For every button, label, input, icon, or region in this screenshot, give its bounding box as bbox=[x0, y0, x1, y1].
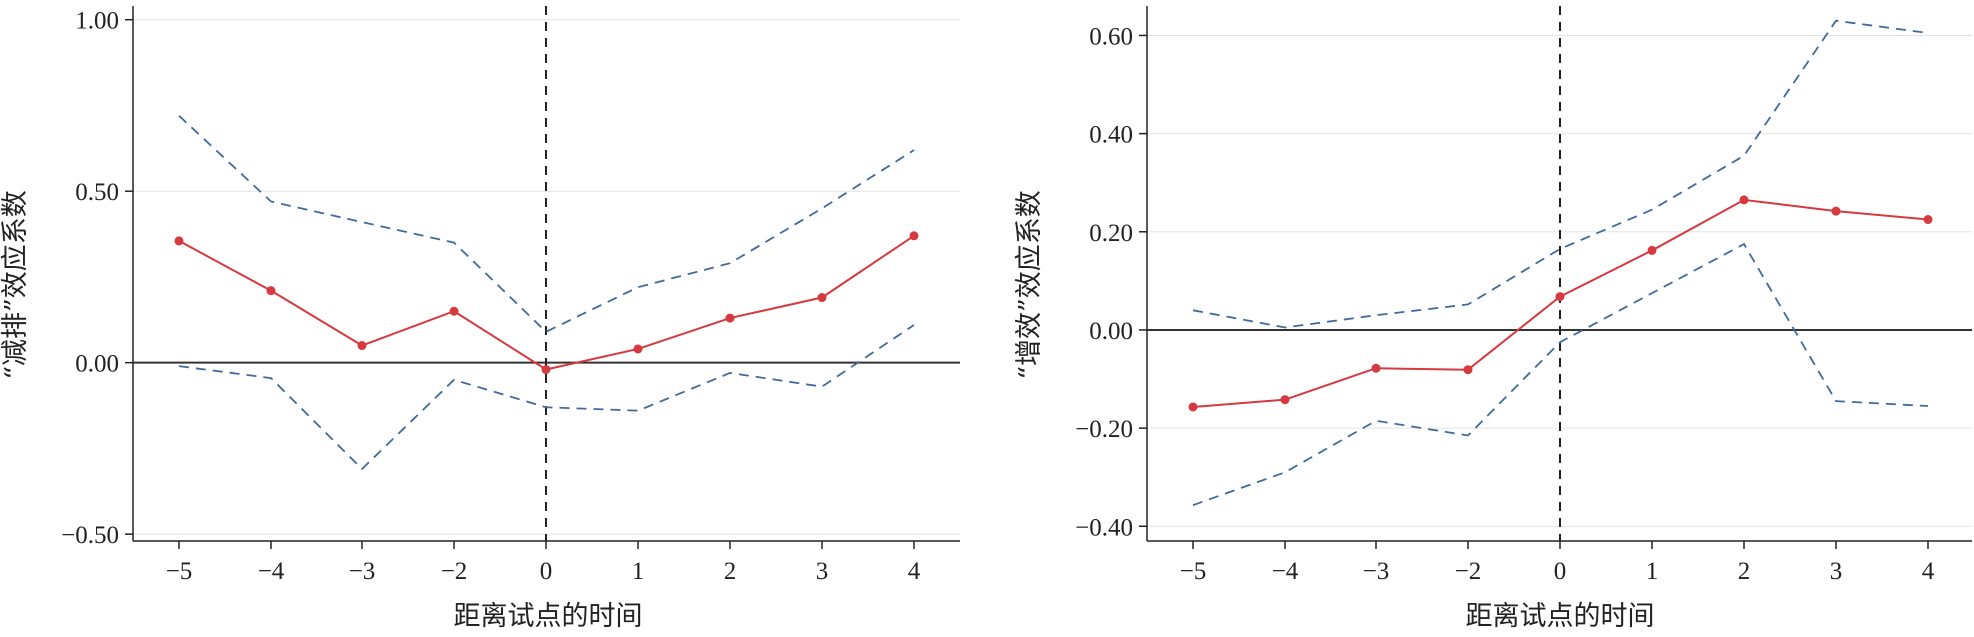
xlabel: 距离试点的时间 bbox=[1466, 601, 1655, 632]
estimate-point bbox=[1280, 395, 1290, 405]
estimate-point bbox=[633, 344, 643, 354]
lower-bound-line bbox=[1192, 242, 1929, 507]
panel-efficiency-gain: “增效”效应系数 距离试点的时间 −0.40 −0.20 0.00 0.20 0.40 0… bbox=[1014, 6, 1972, 632]
estimate-point bbox=[1831, 206, 1841, 216]
ylabel: “增效”效应系数 bbox=[1014, 190, 1045, 380]
y-tick-label: 0.00 bbox=[1089, 318, 1133, 345]
upper-bound-line bbox=[1192, 19, 1929, 329]
y-tick-label: 1.00 bbox=[75, 8, 119, 35]
x-tick-label: −2 bbox=[441, 558, 468, 585]
y-tick-label: 0.50 bbox=[75, 179, 119, 206]
y-tick-label: −0.50 bbox=[61, 522, 119, 549]
x-tick-label: −2 bbox=[1455, 558, 1482, 585]
estimate-point bbox=[357, 341, 367, 351]
estimate-point bbox=[1555, 292, 1565, 302]
x-tick-label: −4 bbox=[1272, 558, 1299, 585]
y-tick-label: 0.60 bbox=[1089, 23, 1133, 50]
x-tick-label: 4 bbox=[908, 558, 921, 585]
estimate-point bbox=[1739, 195, 1749, 205]
y-tick-label: 0.00 bbox=[75, 351, 119, 378]
estimate-point bbox=[1371, 363, 1381, 373]
y-tick-label: −0.40 bbox=[1075, 514, 1133, 541]
x-tick-label: 1 bbox=[632, 558, 645, 585]
x-tick-label: −4 bbox=[258, 558, 285, 585]
x-tick-label: 2 bbox=[724, 558, 737, 585]
estimate-point bbox=[266, 286, 276, 296]
x-tick-label: 3 bbox=[816, 558, 829, 585]
x-tick-label: 0 bbox=[1554, 558, 1567, 585]
estimate-point bbox=[449, 306, 459, 316]
y-tick-label: 0.40 bbox=[1089, 122, 1133, 149]
x-tick-label: 1 bbox=[1646, 558, 1659, 585]
estimate-point bbox=[1463, 365, 1473, 375]
x-tick-label: 4 bbox=[1922, 558, 1935, 585]
x-tick-label: −5 bbox=[166, 558, 193, 585]
estimate-point bbox=[541, 365, 551, 375]
panel-emission-reduction: “减排”效应系数 距离试点的时间 −0.50 0.00 0.50 1.00 −5 −4 −3… bbox=[0, 6, 960, 632]
x-tick-label: −3 bbox=[1363, 558, 1390, 585]
lower-bound-line bbox=[178, 324, 915, 471]
estimate-point bbox=[1647, 245, 1657, 255]
x-tick-label: −3 bbox=[349, 558, 376, 585]
estimate-point bbox=[909, 231, 919, 241]
upper-bound-line bbox=[178, 115, 915, 333]
estimate-point bbox=[1188, 402, 1198, 412]
x-tick-label: 2 bbox=[1738, 558, 1751, 585]
ylabel: “减排”效应系数 bbox=[0, 190, 31, 380]
xlabel: 距离试点的时间 bbox=[454, 601, 643, 632]
x-tick-label: 3 bbox=[1830, 558, 1843, 585]
x-tick-label: −5 bbox=[1180, 558, 1207, 585]
estimate-point bbox=[1923, 215, 1933, 225]
x-tick-label: 0 bbox=[540, 558, 553, 585]
estimate-point bbox=[725, 313, 735, 323]
estimate-point bbox=[174, 236, 184, 246]
estimate-point bbox=[817, 293, 827, 303]
y-tick-label: 0.20 bbox=[1089, 220, 1133, 247]
y-tick-label: −0.20 bbox=[1075, 416, 1133, 443]
